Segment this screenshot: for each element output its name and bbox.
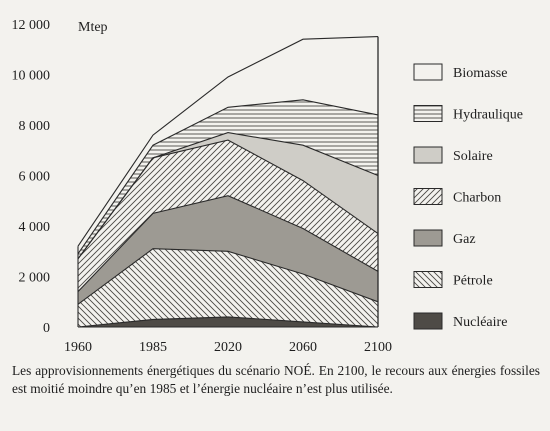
legend-label: Hydraulique bbox=[453, 108, 523, 123]
area-charbon bbox=[78, 140, 378, 292]
x-tick-label: 1960 bbox=[64, 340, 92, 355]
series-line bbox=[77, 99, 379, 255]
legend-swatch bbox=[413, 105, 443, 122]
plot-area bbox=[78, 36, 378, 327]
area-petrole bbox=[78, 248, 378, 327]
y-tick-label: 12 000 bbox=[12, 18, 51, 33]
legend-item: Solaire bbox=[413, 146, 493, 164]
series-line bbox=[77, 36, 379, 247]
legend-item: Biomasse bbox=[413, 63, 507, 81]
legend-swatch bbox=[413, 271, 443, 288]
legend-label: Nucléaire bbox=[453, 315, 507, 330]
y-unit-label: Mtep bbox=[78, 20, 108, 35]
legend-label: Gaz bbox=[453, 232, 476, 247]
x-tick-label: 2060 bbox=[289, 340, 317, 355]
y-axis: Mtep 0 2 000 4 000 6 000 8 000 10 000 12 000 bbox=[12, 18, 108, 336]
x-tick-label: 1985 bbox=[139, 340, 167, 355]
series-line bbox=[77, 316, 379, 328]
series-line bbox=[77, 195, 379, 292]
legend-label: Biomasse bbox=[453, 66, 507, 81]
x-axis: 1960 1985 2020 2060 2100 bbox=[64, 340, 392, 355]
legend-item: Charbon bbox=[413, 188, 501, 206]
legend-item: Pétrole bbox=[413, 271, 493, 289]
y-tick-label: 2 000 bbox=[19, 271, 51, 286]
y-tick-label: 8 000 bbox=[19, 119, 51, 134]
legend-swatch bbox=[413, 188, 443, 205]
legend-label: Pétrole bbox=[453, 274, 493, 289]
legend-item: Nucléaire bbox=[413, 312, 507, 330]
area-solaire bbox=[78, 132, 378, 259]
legend-label: Charbon bbox=[453, 191, 501, 206]
y-tick-label: 10 000 bbox=[12, 69, 51, 84]
legend-item: Hydraulique bbox=[413, 105, 523, 123]
x-tick-label: 2100 bbox=[364, 340, 392, 355]
energy-supply-chart: Mtep 0 2 000 4 000 6 000 8 000 10 000 12 000 1… bbox=[12, 18, 523, 355]
legend-swatch bbox=[413, 312, 443, 330]
legend-swatch bbox=[413, 146, 443, 164]
area-biomasse bbox=[78, 36, 378, 254]
y-tick-label: 6 000 bbox=[19, 170, 51, 185]
y-tick-label: 4 000 bbox=[19, 220, 51, 235]
legend-swatch bbox=[413, 63, 443, 81]
legend-label: Solaire bbox=[453, 149, 493, 164]
legend: Biomasse Hydraulique Solaire Charbon Gaz Pétr… bbox=[413, 63, 523, 330]
series-line bbox=[77, 248, 379, 305]
x-tick-label: 2020 bbox=[214, 340, 242, 355]
area-gaz bbox=[78, 195, 378, 305]
y-tick-label: 0 bbox=[43, 321, 50, 336]
area-hydraulique bbox=[78, 99, 378, 259]
series-line bbox=[77, 132, 379, 260]
figure-caption: Les approvisionnements énergétiques du s… bbox=[12, 363, 540, 396]
legend-swatch bbox=[413, 229, 443, 247]
legend-item: Gaz bbox=[413, 229, 476, 247]
